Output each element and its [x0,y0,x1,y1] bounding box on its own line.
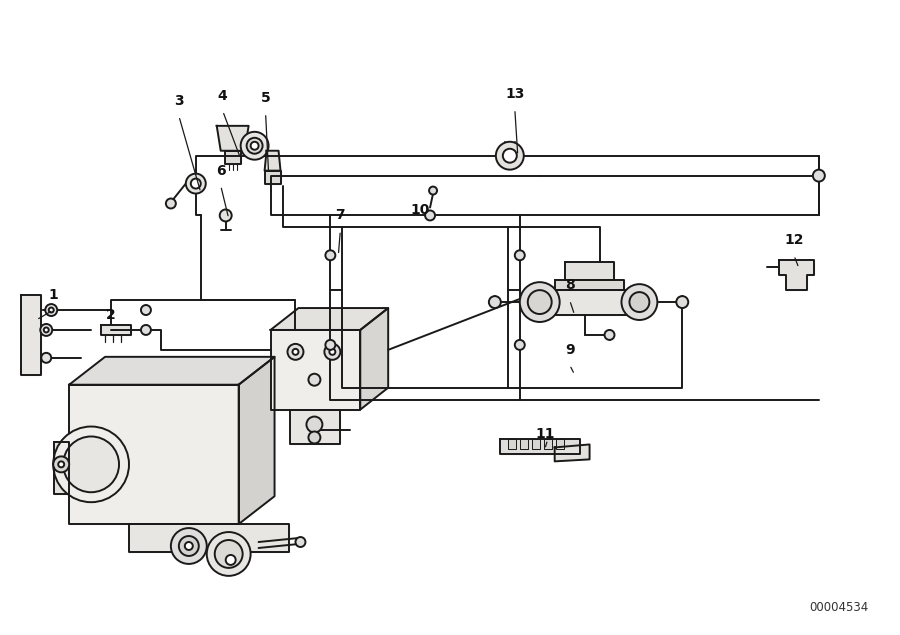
Polygon shape [265,171,281,184]
Circle shape [429,187,437,194]
Polygon shape [54,443,69,494]
Circle shape [215,540,243,568]
Polygon shape [508,439,516,450]
Circle shape [489,296,500,308]
Circle shape [247,138,263,154]
Text: 5: 5 [261,91,270,105]
Polygon shape [22,295,41,375]
Text: 13: 13 [505,87,525,101]
Circle shape [40,324,52,336]
Polygon shape [555,439,563,450]
Circle shape [326,250,336,260]
Polygon shape [532,439,540,450]
Polygon shape [265,150,281,171]
Text: 12: 12 [784,233,804,247]
Circle shape [527,290,552,314]
Polygon shape [69,385,238,524]
Circle shape [44,328,49,333]
Circle shape [309,432,320,443]
Circle shape [292,349,299,355]
Circle shape [58,462,64,467]
Circle shape [306,417,322,432]
Text: 8: 8 [565,278,574,292]
Circle shape [326,340,336,350]
Polygon shape [544,439,552,450]
Polygon shape [779,260,814,290]
Polygon shape [271,330,360,410]
Polygon shape [360,308,388,410]
Circle shape [63,436,119,492]
Circle shape [287,344,303,360]
Circle shape [295,537,305,547]
Polygon shape [505,142,515,150]
Text: 4: 4 [218,89,228,103]
Circle shape [166,199,176,208]
Circle shape [496,142,524,170]
Circle shape [515,340,525,350]
Polygon shape [225,150,240,164]
Circle shape [185,173,206,194]
Circle shape [226,555,236,565]
Circle shape [250,142,258,150]
Circle shape [41,353,51,363]
Circle shape [53,457,69,472]
Circle shape [179,536,199,556]
Polygon shape [101,325,131,335]
Circle shape [622,284,657,320]
Text: 9: 9 [565,343,574,357]
Circle shape [240,132,268,159]
Text: 7: 7 [336,208,346,222]
Polygon shape [520,439,527,450]
Polygon shape [271,308,388,330]
Circle shape [45,304,58,316]
Polygon shape [238,357,274,524]
Text: 1: 1 [49,288,58,302]
Circle shape [220,210,231,222]
Circle shape [309,374,320,385]
Polygon shape [129,524,289,552]
Text: 10: 10 [410,203,430,217]
Polygon shape [500,439,580,455]
Polygon shape [564,262,615,280]
Circle shape [184,542,193,550]
Text: 6: 6 [216,164,226,178]
Circle shape [676,296,688,308]
Polygon shape [69,357,274,385]
Circle shape [324,344,340,360]
Text: 00004534: 00004534 [809,601,868,613]
Circle shape [191,178,201,189]
Circle shape [813,170,824,182]
Circle shape [141,325,151,335]
Circle shape [503,149,517,163]
Circle shape [629,292,650,312]
Circle shape [329,349,336,355]
Circle shape [425,210,435,220]
Circle shape [207,532,250,576]
Polygon shape [217,126,248,150]
Polygon shape [554,444,590,462]
Circle shape [515,250,525,260]
Text: 3: 3 [174,94,184,108]
Circle shape [520,282,560,322]
Text: 11: 11 [535,427,554,441]
Polygon shape [530,290,650,315]
Circle shape [53,427,129,502]
Circle shape [605,330,615,340]
Circle shape [141,305,151,315]
Circle shape [49,307,54,312]
Polygon shape [291,410,340,444]
Polygon shape [554,280,625,290]
Text: 2: 2 [106,308,116,322]
Circle shape [171,528,207,564]
